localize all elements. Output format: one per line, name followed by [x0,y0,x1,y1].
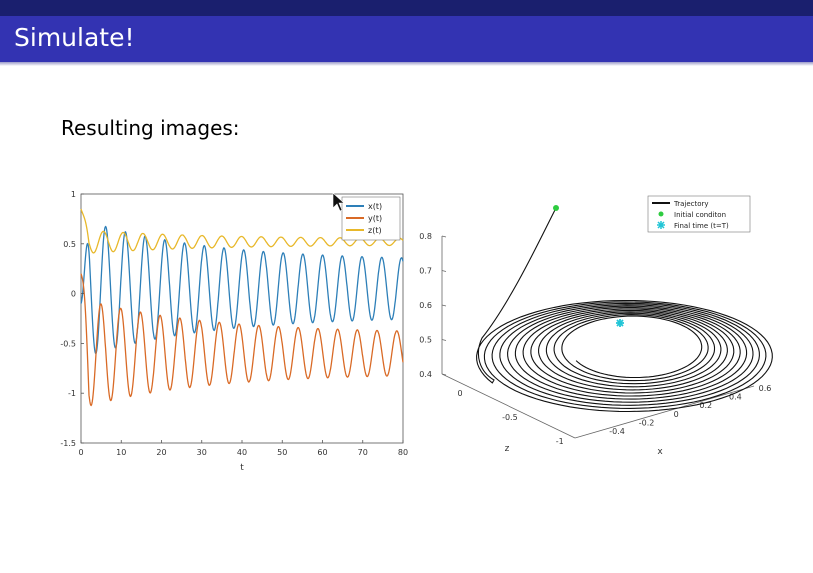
x-tick-label: -0.2 [639,418,655,427]
x-tick-label: 0 [78,448,83,457]
x-tick-label: 30 [197,448,207,457]
legend-label-trajectory: Trajectory [673,200,709,208]
x-axis-label: t [240,463,244,473]
z-tick-mark [441,304,447,307]
trajectory-line [476,207,773,413]
z-tick-label: 0.8 [419,232,432,241]
y-tick-label: -1 [68,389,76,398]
legend: x(t) y(t) z(t) [341,196,401,241]
z-tick-label: 0.6 [419,301,432,310]
slide-header: Simulate! [0,0,813,66]
x-tick-label: 80 [398,448,408,457]
header-top-bar [0,0,813,16]
x-axis-line [574,385,755,439]
time-series-chart: 1 0.5 0 -0.5 -1 -1.5 0 10 20 30 40 50 60 70 80 t x(t)… [60,190,408,473]
legend: Trajectory Initial conditon Final time (… [647,195,751,233]
legend-label-z: z(t) [368,226,382,235]
x-tick-label: 40 [237,448,247,457]
y-tick-label: -0.5 [502,413,518,422]
x-tick-label: 0 [674,410,679,419]
legend-label-initial: Initial conditon [674,211,726,219]
series-line-y [80,273,404,407]
x-tick-label: 0.2 [699,401,712,410]
y-tick-label: -1 [556,437,564,446]
legend-label-x: x(t) [368,202,382,211]
legend-swatch-final [657,221,665,229]
x-tick-label: 70 [358,448,368,457]
z-axis-ticks: 0.8 0.7 0.6 0.5 0.4 [419,232,447,379]
z-tick-label: 0.5 [419,336,432,345]
z-tick-mark [441,339,447,341]
y-tick-label: 1 [71,190,76,199]
z-tick-mark [441,270,447,272]
initial-condition-marker [553,205,559,211]
x-tick-label: 0.6 [759,384,772,393]
final-time-marker [616,319,624,327]
trajectory-3d-chart: 0.80.70.60.50.4 0-0.5-1 -0.4-0.200.20.40… [419,195,773,457]
y-axis-ticks: 1 0.5 0 -0.5 -1 -1.5 [60,190,84,448]
z-tick-label: 0.7 [419,267,432,276]
slide-title: Simulate! [14,23,135,52]
x-axis-ticks: 0 10 20 30 40 50 60 70 80 [78,440,408,457]
z-axis-label: z [505,444,510,454]
x-tick-label: -0.4 [609,427,625,436]
y-tick-label: 0 [71,290,76,299]
series-line-x [80,225,404,355]
y-tick-label: -1.5 [60,439,76,448]
y-axis-line [441,373,576,439]
z-tick-mark [441,235,447,238]
y-axis-ticks: 0 -0.5 -1 [457,389,563,446]
y-tick-label: -0.5 [60,339,76,348]
x-tick-label: 60 [317,448,327,457]
series-line-z [80,208,404,254]
y-tick-label: 0 [457,389,462,398]
z-tick-label: 0.4 [419,370,432,379]
x-tick-label: 10 [116,448,126,457]
header-shadow [0,62,813,66]
y-tick-label: 0.5 [63,240,76,249]
legend-label-y: y(t) [368,214,382,223]
x-tick-label: 20 [156,448,166,457]
legend-label-final: Final time (t=T) [674,222,729,230]
z-tick-mark [441,373,447,376]
time-series-lines [80,208,404,407]
x-axis-ticks: -0.4 -0.2 0 0.2 0.4 0.6 [609,384,771,436]
x-tick-label: 0.4 [729,393,742,402]
mouse-cursor-icon [332,192,345,212]
x-axis-label: x [657,447,663,457]
x-tick-label: 50 [277,448,287,457]
slide-body-text: Resulting images: [61,116,240,140]
header-title-bar [0,16,813,62]
legend-swatch-initial [658,211,664,217]
